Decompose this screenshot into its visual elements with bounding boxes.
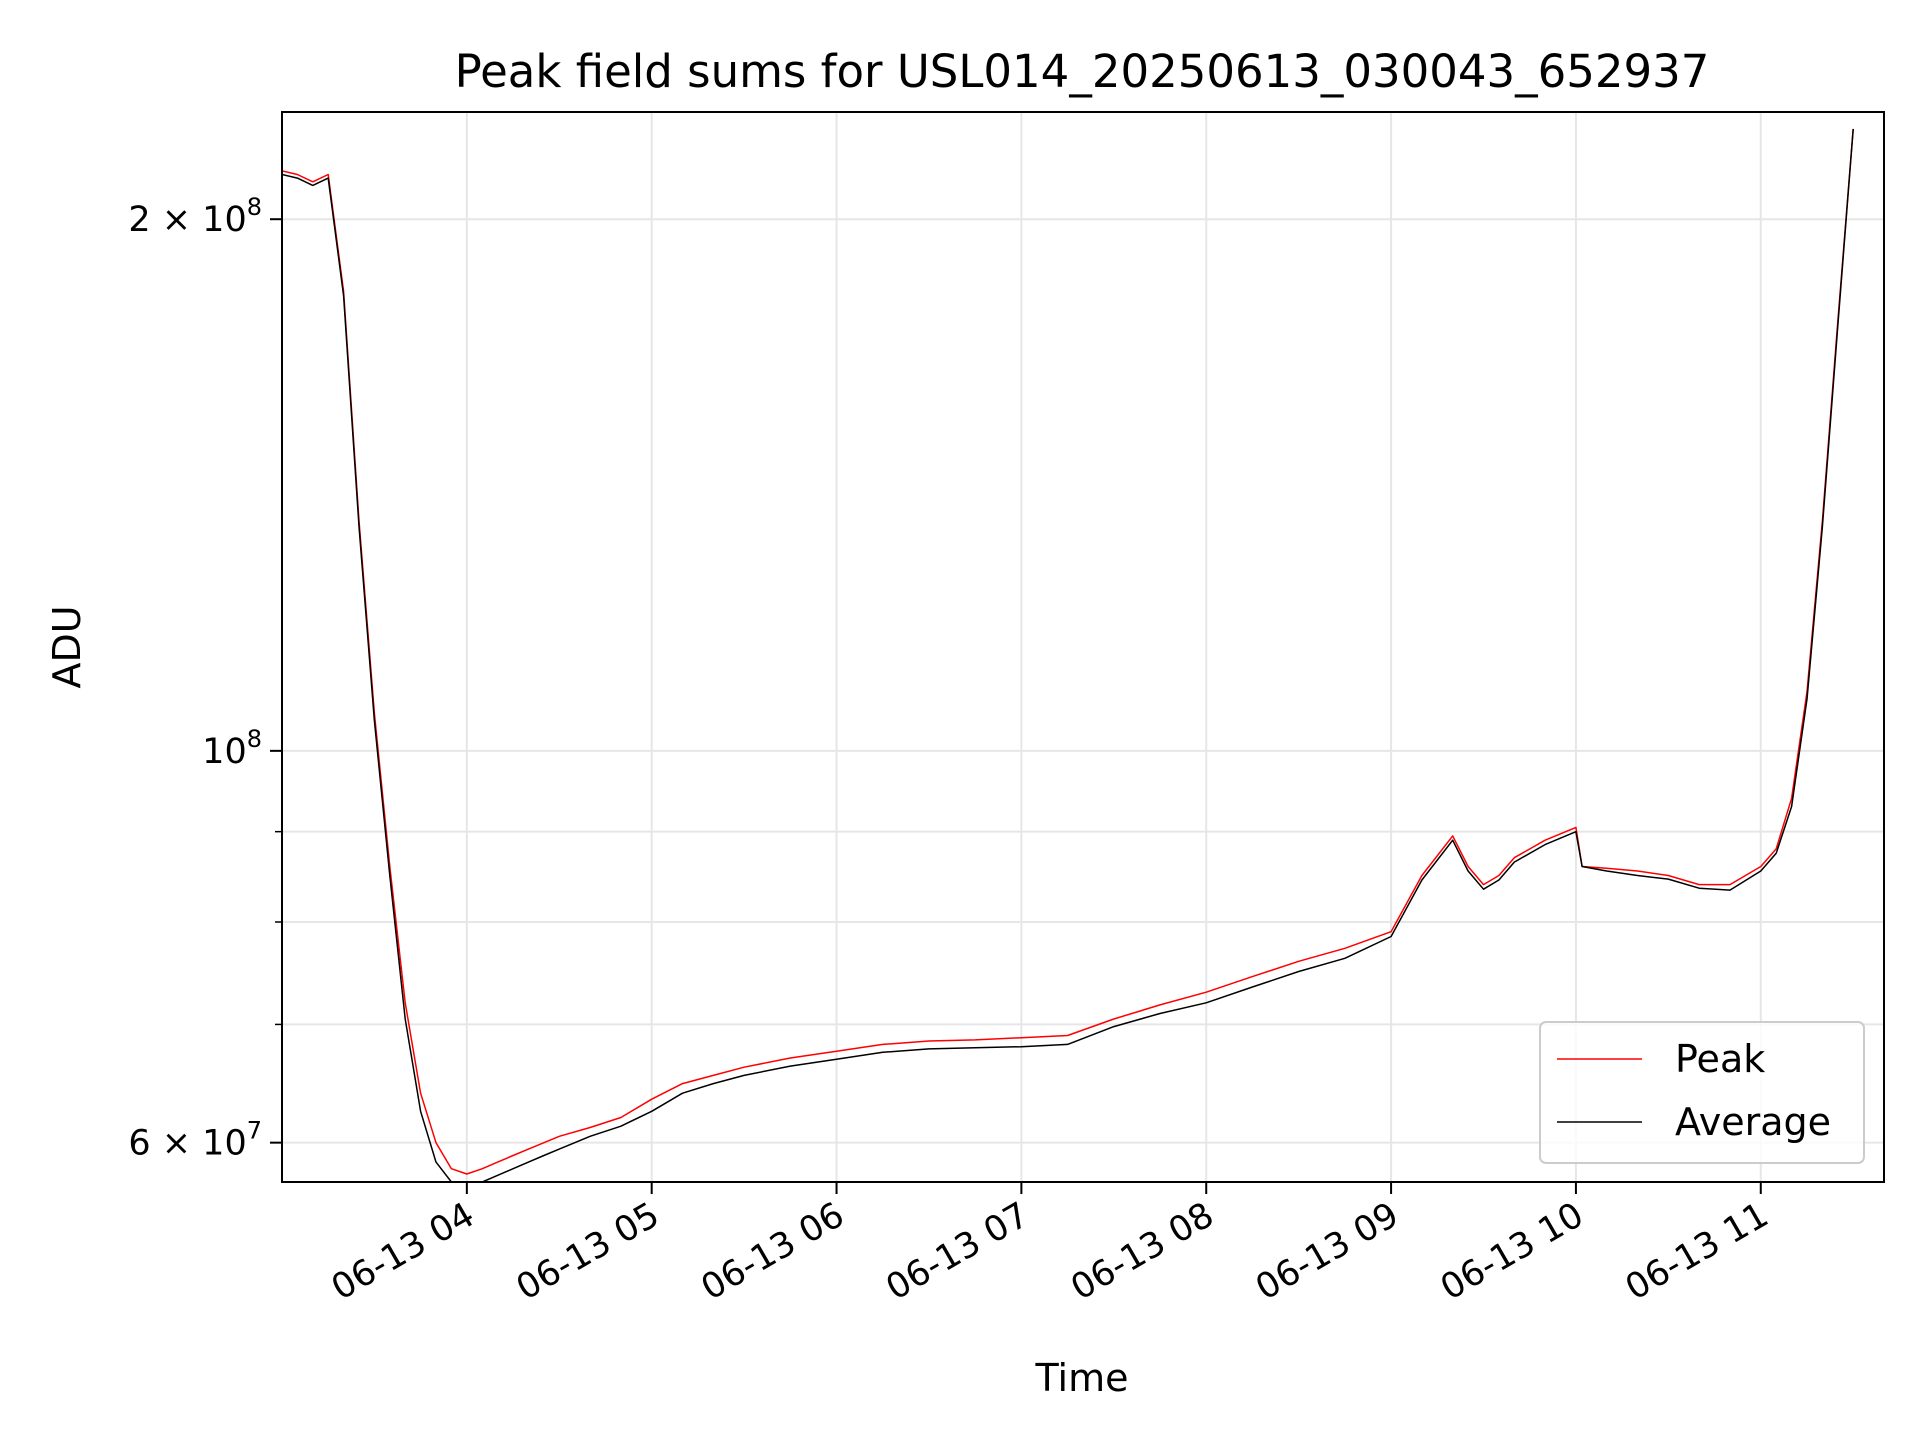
y-tick-label: 2 × 108 bbox=[128, 193, 262, 240]
y-tick-label: 6 × 107 bbox=[128, 1117, 262, 1164]
grid bbox=[282, 112, 1884, 1182]
x-tick-label: 06-13 08 bbox=[1064, 1195, 1220, 1308]
plot-area bbox=[282, 128, 1854, 1182]
series-line-peak bbox=[282, 128, 1854, 1175]
plot-frame bbox=[281, 111, 1885, 1183]
series-line-average bbox=[282, 128, 1854, 1182]
x-axis-label: Time bbox=[1035, 1356, 1129, 1400]
x-tick-label: 06-13 10 bbox=[1434, 1195, 1590, 1308]
y-tick-label: 108 bbox=[202, 725, 262, 772]
x-tick-label: 06-13 04 bbox=[325, 1195, 481, 1308]
x-tick-label: 06-13 09 bbox=[1249, 1195, 1405, 1308]
legend: Peak Average bbox=[1539, 1021, 1865, 1164]
x-tick-label: 06-13 05 bbox=[510, 1195, 666, 1308]
x-tick-label: 06-13 07 bbox=[880, 1195, 1036, 1308]
x-tick-label: 06-13 11 bbox=[1619, 1195, 1775, 1308]
y-axis: 6 × 107 108 2 × 108 bbox=[128, 193, 282, 1164]
legend-label-peak: Peak bbox=[1675, 1037, 1765, 1081]
legend-label-average: Average bbox=[1675, 1100, 1831, 1144]
x-axis: 06-13 04 06-13 05 06-13 06 06-13 07 06-13 08… bbox=[325, 1182, 1775, 1308]
y-axis-label: ADU bbox=[45, 605, 89, 688]
chart-title: Peak field sums for USL014_20250613_0300… bbox=[455, 45, 1710, 98]
legend-box bbox=[1539, 1021, 1865, 1164]
x-tick-label: 06-13 06 bbox=[695, 1195, 851, 1308]
